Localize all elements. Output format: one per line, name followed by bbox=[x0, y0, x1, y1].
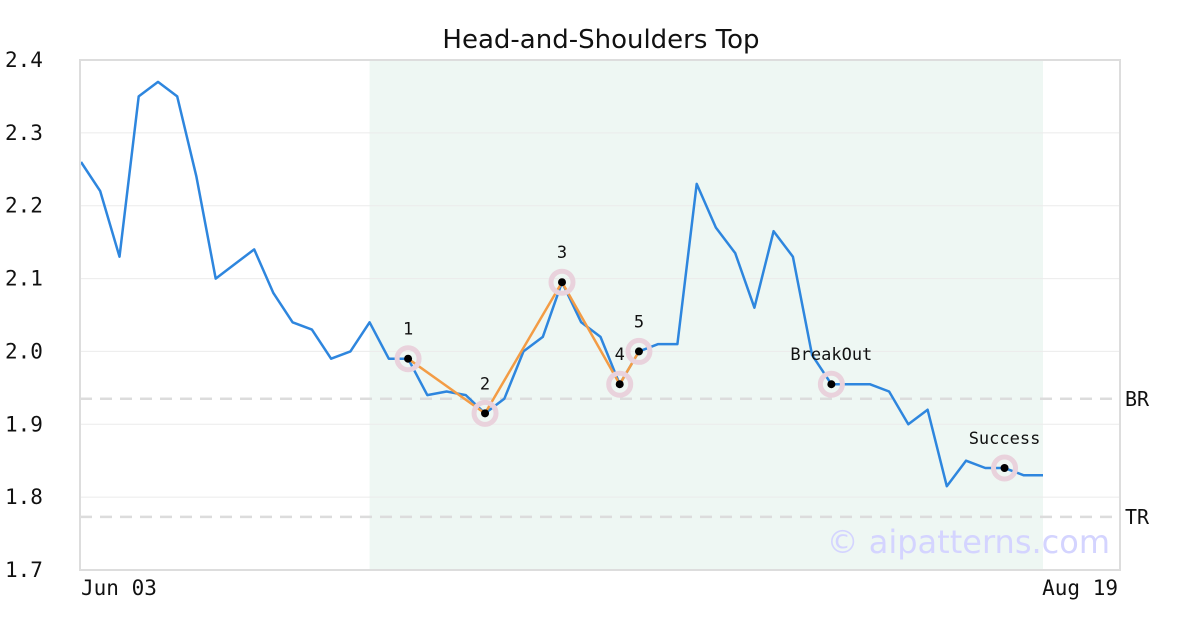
plot-frame bbox=[79, 59, 1121, 571]
level-lines: BR TR bbox=[80, 387, 1150, 529]
marker-label-4: 4 bbox=[615, 345, 625, 365]
marker-dot bbox=[634, 347, 643, 356]
marker-label-success: Success bbox=[969, 429, 1041, 449]
pattern-highlight-region bbox=[369, 60, 1044, 570]
marker-dot bbox=[1000, 464, 1009, 472]
y-axis: 1.7 1.8 1.9 2.0 2.1 2.2 2.3 2.4 bbox=[5, 48, 43, 582]
level-label-tr: TR bbox=[1125, 505, 1150, 529]
y-tick-label: 1.8 bbox=[5, 485, 43, 509]
level-label-br: BR bbox=[1125, 387, 1150, 411]
marker-ring bbox=[548, 268, 576, 296]
marker-dot bbox=[404, 354, 413, 363]
marker-ring bbox=[817, 370, 845, 398]
marker-dot bbox=[481, 409, 490, 418]
watermark: © aipatterns.com bbox=[827, 523, 1110, 561]
pattern-markers: 1 2 3 45 BreakOut Success bbox=[394, 243, 1041, 482]
marker-ring bbox=[394, 345, 422, 373]
marker-dot bbox=[615, 380, 624, 389]
marker-ring bbox=[606, 370, 634, 398]
marker-label-breakout: BreakOut bbox=[790, 345, 872, 365]
marker-label-3: 3 bbox=[557, 243, 567, 263]
y-tick-label: 2.2 bbox=[5, 194, 43, 218]
y-tick-label: 2.1 bbox=[5, 267, 43, 291]
marker-label-1: 1 bbox=[403, 320, 413, 340]
y-tick-label: 2.4 bbox=[5, 48, 43, 72]
marker-dot bbox=[827, 380, 836, 389]
y-tick-label: 1.7 bbox=[5, 558, 43, 582]
marker-dot bbox=[558, 278, 566, 287]
y-tick-label: 2.3 bbox=[5, 121, 43, 145]
marker-ring bbox=[471, 399, 499, 427]
marker-ring bbox=[625, 337, 653, 365]
chart-title: Head-and-Shoulders Top bbox=[442, 25, 759, 55]
y-tick-label: 2.0 bbox=[5, 339, 43, 363]
x-tick-label-start: Jun 03 bbox=[81, 576, 157, 600]
x-axis: Jun 03 Aug 19 bbox=[81, 576, 1118, 600]
highlight-rect bbox=[369, 60, 1044, 570]
marker-label-2: 2 bbox=[480, 374, 490, 394]
y-tick-label: 1.9 bbox=[5, 412, 43, 436]
grid bbox=[80, 59, 1120, 571]
marker-label-5: 5 bbox=[634, 312, 644, 332]
x-tick-label-end: Aug 19 bbox=[1042, 576, 1118, 600]
marker-ring bbox=[991, 454, 1019, 482]
